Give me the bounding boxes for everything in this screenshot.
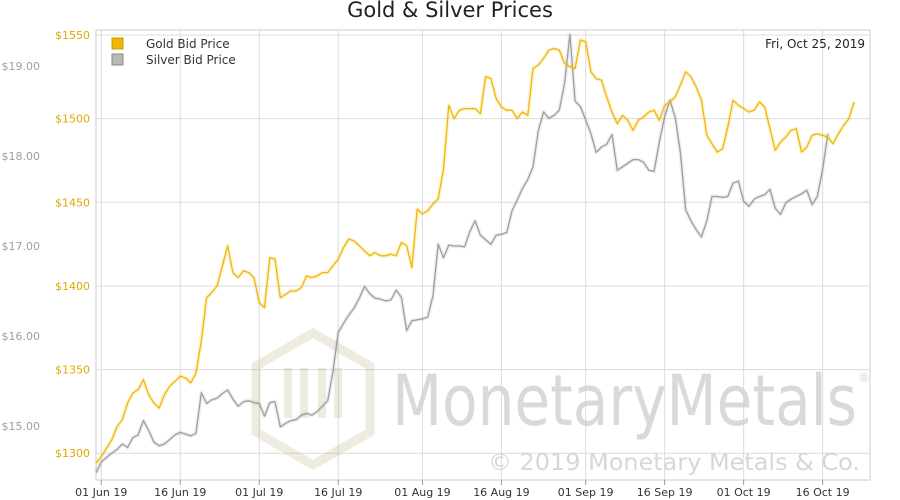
watermark-logo-icon [251,327,375,471]
x-tick-label: 01 Jun 19 [75,486,127,499]
x-tick-label: 16 Aug 19 [473,486,529,499]
grid-lines: $1300 $1350 $1400 $1450 $1500 $1550 $15.00 $16.… [2,29,870,499]
legend-swatch-gold[interactable] [111,37,124,50]
series-layer [94,32,857,474]
y-right-tick-label: $18.00 [2,150,41,163]
y-right-tick-label: $16.00 [2,330,41,343]
watermark-copyright: © 2019 Monetary Metals & Co. [488,450,860,476]
silver-price-line [95,33,829,474]
y-left-tick-label: $1500 [55,113,90,126]
legend[interactable]: Gold Bid Price Silver Bid Price [111,37,236,67]
y-left-tick-label: $1300 [55,447,90,460]
legend-label-gold[interactable]: Gold Bid Price [146,37,230,51]
y-right-tick-label: $15.00 [2,420,41,433]
y-left-tick-label: $1550 [55,29,90,42]
x-tick-label: 01 Jul 19 [235,486,283,499]
x-tick-label: 16 Sep 19 [637,486,693,499]
x-tick-label: 16 Jul 19 [314,486,362,499]
chart-date-label: Fri, Oct 25, 2019 [765,37,865,51]
y-right-tick-label: $19.00 [2,60,41,73]
legend-swatch-silver[interactable] [111,53,124,66]
y-left-tick-label: $1400 [55,280,90,293]
chart-title: Gold & Silver Prices [347,0,553,22]
y-right-tick-label: $17.00 [2,240,41,253]
watermark: MonetaryMetals ® © 2019 Monetary Metals … [251,327,870,476]
watermark-brand: MonetaryMetals [392,360,857,442]
x-tick-label: 16 Jun 19 [154,486,206,499]
gold-price-line [95,39,855,464]
x-tick-label: 16 Oct 19 [796,486,850,499]
x-tick-label: 01 Sep 19 [558,486,614,499]
y-left-tick-label: $1350 [55,364,90,377]
x-tick-label: 01 Aug 19 [394,486,450,499]
y-left-tick-label: $1450 [55,196,90,209]
legend-label-silver[interactable]: Silver Bid Price [146,53,236,67]
watermark-registered: ® [858,371,870,385]
x-tick-label: 01 Oct 19 [717,486,771,499]
